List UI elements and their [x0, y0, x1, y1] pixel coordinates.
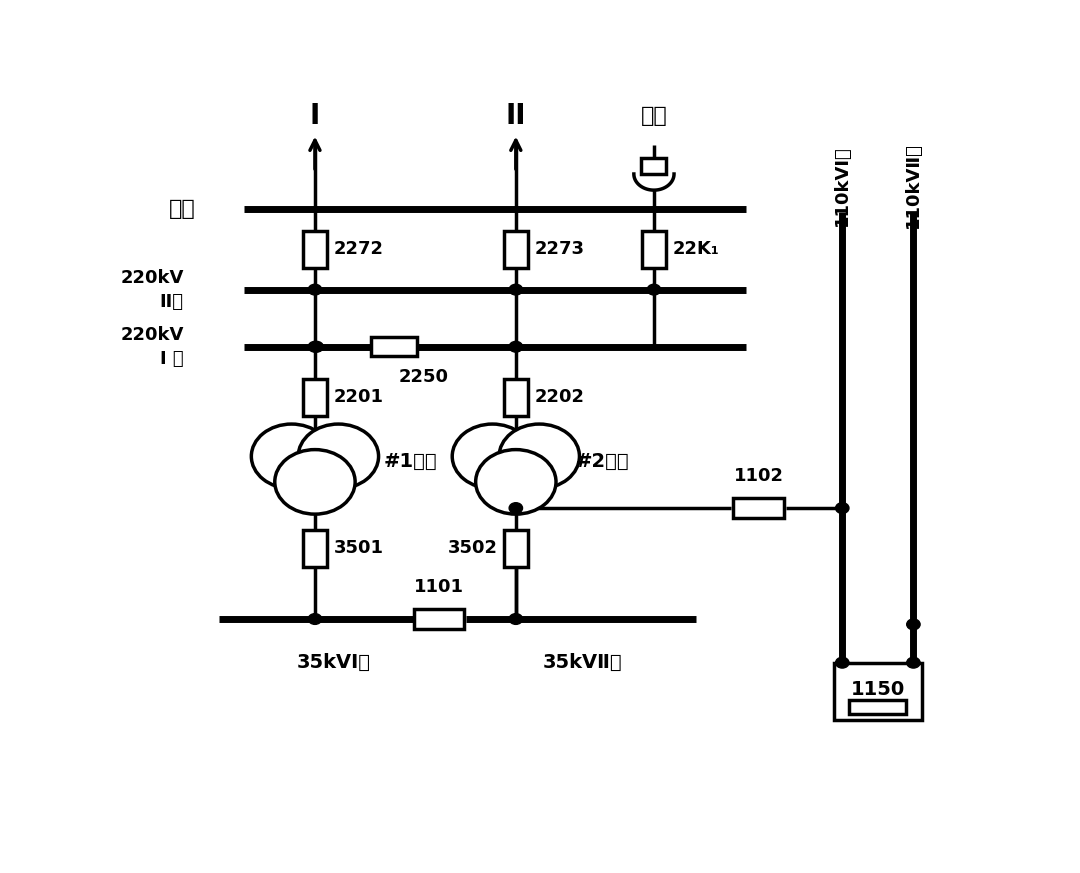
Text: 2201: 2201	[334, 388, 383, 406]
Text: II: II	[505, 102, 526, 130]
Circle shape	[907, 619, 920, 629]
Text: 2272: 2272	[334, 240, 383, 258]
Circle shape	[308, 614, 322, 624]
Circle shape	[509, 503, 523, 513]
Text: 1102: 1102	[733, 467, 784, 485]
Bar	[504, 530, 527, 567]
Circle shape	[298, 424, 379, 489]
Circle shape	[836, 503, 849, 513]
Circle shape	[509, 285, 523, 295]
Bar	[303, 230, 326, 268]
Text: 2273: 2273	[535, 240, 584, 258]
Bar	[303, 379, 326, 416]
Text: 110kVⅡ母: 110kVⅡ母	[904, 142, 922, 229]
Text: 高抗: 高抗	[640, 107, 667, 127]
Circle shape	[308, 285, 322, 295]
Bar	[733, 498, 784, 519]
Bar	[504, 230, 527, 268]
Circle shape	[907, 657, 920, 668]
Text: 2250: 2250	[399, 368, 448, 386]
Text: 220kV: 220kV	[120, 326, 184, 344]
Text: 22K₁: 22K₁	[673, 240, 719, 258]
Circle shape	[647, 285, 661, 295]
Text: 2202: 2202	[535, 388, 584, 406]
Bar	[643, 230, 665, 268]
Text: II母: II母	[160, 292, 184, 311]
Circle shape	[836, 657, 849, 668]
Text: 1101: 1101	[414, 578, 463, 595]
Circle shape	[509, 341, 523, 352]
Circle shape	[252, 424, 332, 489]
Circle shape	[453, 424, 532, 489]
Bar	[414, 609, 464, 629]
Bar	[849, 699, 906, 714]
Text: 旁母: 旁母	[168, 199, 195, 219]
Text: #2主变: #2主变	[576, 451, 630, 471]
Text: 3501: 3501	[334, 540, 383, 558]
Text: 3502: 3502	[447, 540, 498, 558]
Text: 1150: 1150	[851, 680, 905, 699]
Circle shape	[308, 341, 322, 352]
Bar	[303, 530, 326, 567]
Text: 220kV: 220kV	[120, 269, 184, 286]
Text: #1主变: #1主变	[383, 451, 437, 471]
Circle shape	[310, 341, 323, 352]
Circle shape	[499, 424, 580, 489]
Text: 110kVⅠ母: 110kVⅠ母	[834, 145, 851, 226]
Text: 35kVⅡ母: 35kVⅡ母	[543, 653, 622, 672]
Circle shape	[274, 450, 355, 514]
Bar	[372, 337, 418, 356]
Bar	[834, 663, 922, 720]
Circle shape	[475, 450, 556, 514]
Text: I: I	[310, 102, 320, 130]
Bar	[504, 379, 527, 416]
Text: I 母: I 母	[160, 350, 184, 368]
Circle shape	[509, 614, 523, 624]
Text: 35kVⅠ母: 35kVⅠ母	[296, 653, 370, 672]
Bar	[642, 158, 666, 174]
